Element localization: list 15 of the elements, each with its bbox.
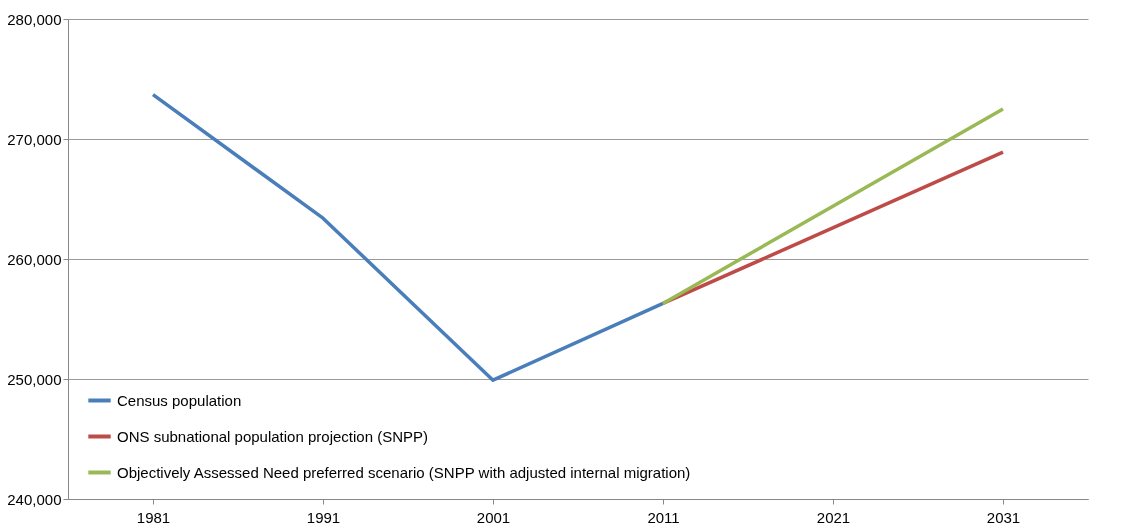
x-tick-label: 2031 xyxy=(986,508,1021,526)
y-tick-label: 260,000 xyxy=(7,250,62,268)
x-tick-label: 1981 xyxy=(136,508,171,526)
line-series xyxy=(151,92,665,382)
x-tick-label: 2001 xyxy=(476,508,511,526)
y-tick-label: 250,000 xyxy=(7,370,62,388)
y-tick-label: 280,000 xyxy=(7,10,62,28)
y-tick-label: 240,000 xyxy=(7,490,62,508)
y-tick-label: 270,000 xyxy=(7,130,62,148)
legend-label: Objectively Assessed Need preferred scenario (SNPP with adjusted internal migration) xyxy=(117,463,691,481)
x-tick-label: 2011 xyxy=(647,508,680,526)
x-tick-label: 1991 xyxy=(306,508,341,526)
legend-label: ONS subnational population projection (SNPP) xyxy=(117,427,429,445)
x-tick-label: 2021 xyxy=(816,508,851,526)
legend-label: Census population xyxy=(117,391,242,409)
